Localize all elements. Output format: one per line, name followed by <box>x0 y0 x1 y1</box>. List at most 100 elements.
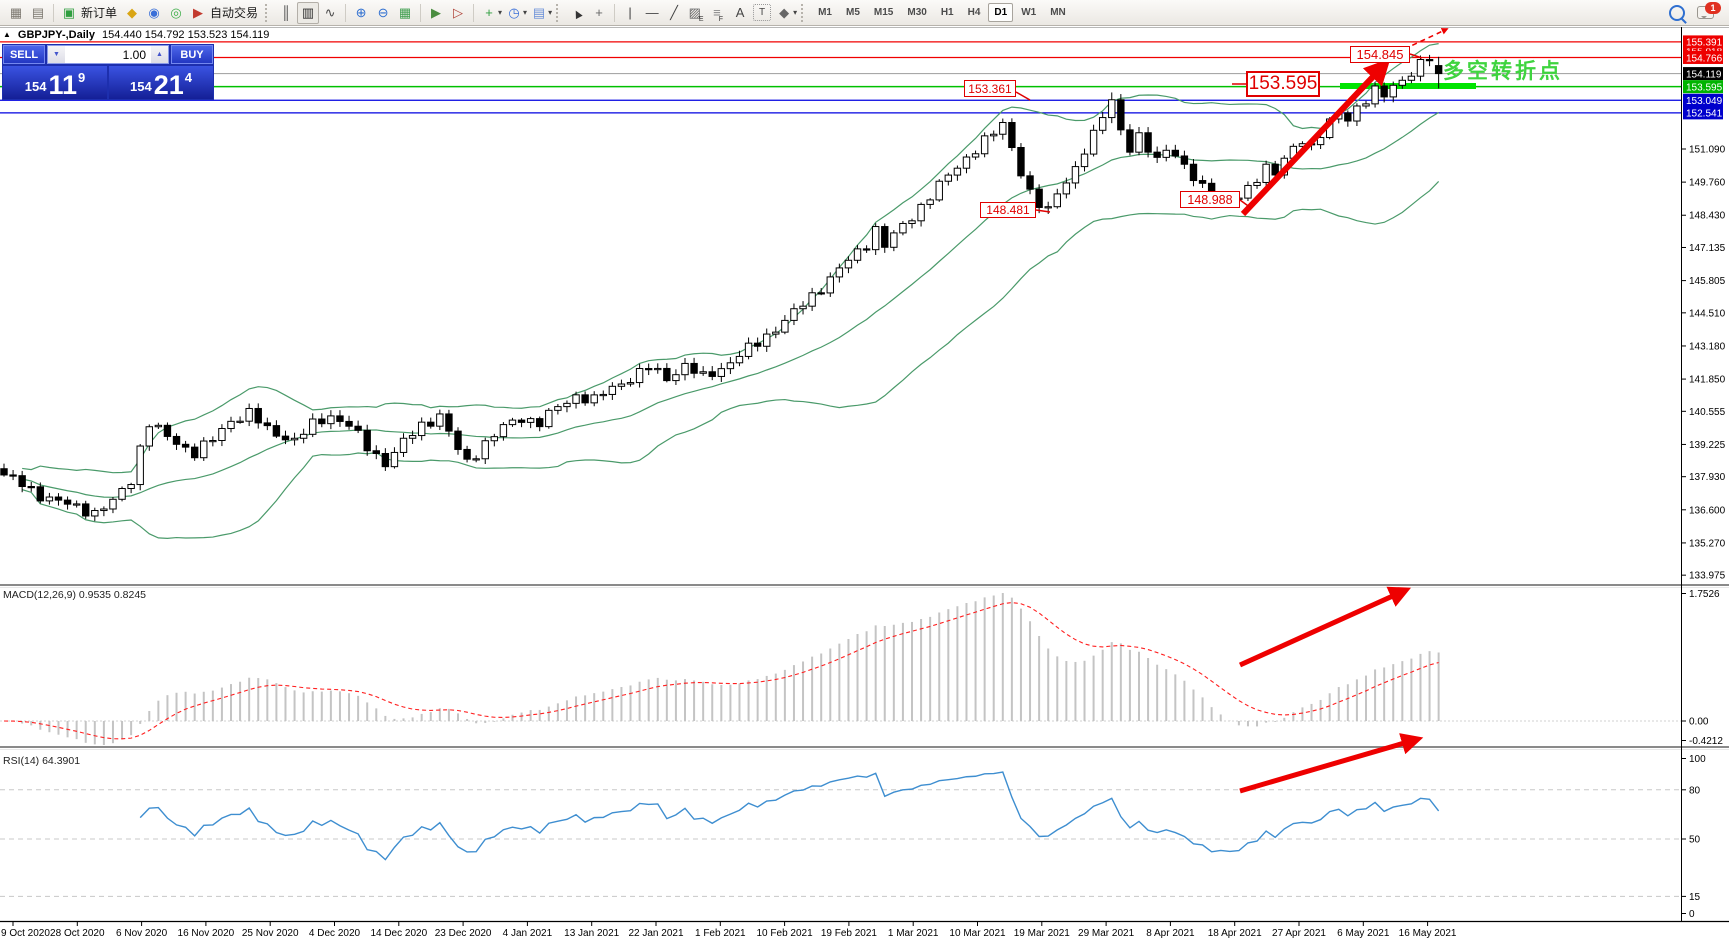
svg-text:100: 100 <box>1689 754 1706 765</box>
zoom-in-icon[interactable]: ⊕ <box>355 4 367 20</box>
toolbar-grip <box>801 3 806 22</box>
bid-prefix: 154 <box>24 79 47 94</box>
svg-text:8 Apr 2021: 8 Apr 2021 <box>1146 928 1195 939</box>
timeframe-button-m1[interactable]: M1 <box>818 7 832 18</box>
new-order-icon[interactable]: ▣ <box>62 4 76 20</box>
auto-scroll-icon[interactable]: ▶ <box>431 4 442 20</box>
chart-shift-icon[interactable]: ▷ <box>453 4 464 20</box>
timeframe-button-m30[interactable]: M30 <box>907 7 927 18</box>
svg-text:10 Feb 2021: 10 Feb 2021 <box>757 928 814 939</box>
toolbar: ▦ ▤ ▣ 新订单 ◆ ◉ ◎ ▶ 自动交易 ║ ▥ ∿ ⊕ ⊖ ▦ ▶ ▷ + ▾ ◷ ▾ ▤ ▾ ▲ + | — ╱ ▨ E ≡ F A T ◆… <box>0 0 1729 26</box>
volume-input[interactable]: 1.00 <box>122 47 146 62</box>
one-click-trading-panel: SELL ▼ 1.00 ▲ BUY 154 11 9 154 21 4 <box>2 44 214 100</box>
svg-text:151.090: 151.090 <box>1689 145 1726 156</box>
symbol-bar: ▲ GBPJPY-,Daily 154.440 154.792 153.523 … <box>3 29 269 41</box>
svg-text:6 Nov 2020: 6 Nov 2020 <box>116 928 168 939</box>
price-tag-153.361[interactable]: 153.361 <box>964 80 1016 97</box>
svg-text:23 Dec 2020: 23 Dec 2020 <box>435 928 492 939</box>
bid-price[interactable]: 154 11 9 <box>3 66 107 99</box>
indicators-icon[interactable]: + <box>485 5 493 20</box>
rsi-pane <box>0 771 1681 897</box>
timeframe-button-m15[interactable]: M15 <box>873 7 894 18</box>
svg-text:152.541: 152.541 <box>1686 109 1723 120</box>
candlestick-chart-icon[interactable]: ▥ <box>297 1 320 24</box>
dropdown-caret-icon[interactable]: ▾ <box>498 8 503 17</box>
cn-annotation-text[interactable]: 多空转折点 <box>1443 60 1563 83</box>
timeframe-button-h4[interactable]: H4 <box>967 7 981 18</box>
svg-text:153.595: 153.595 <box>1686 82 1723 93</box>
text-label-icon[interactable]: T <box>753 4 772 21</box>
signals-icon[interactable]: ◎ <box>170 4 182 20</box>
text-icon[interactable]: A <box>735 5 745 20</box>
price-tag-148.481[interactable]: 148.481 <box>980 202 1036 218</box>
toolbar-separator <box>345 3 347 22</box>
volume-spinner: ▼ 1.00 ▲ <box>47 45 169 64</box>
fibonacci-icon[interactable]: ≡ F <box>713 5 724 23</box>
svg-text:1 Feb 2021: 1 Feb 2021 <box>695 928 746 939</box>
search-icon[interactable] <box>1669 4 1685 21</box>
autotrade-icon[interactable]: ▶ <box>193 4 204 20</box>
volume-decrease-button[interactable]: ▼ <box>48 46 65 63</box>
timeframe-button-h1[interactable]: H1 <box>940 7 954 18</box>
vertical-line-icon[interactable]: | <box>628 5 632 20</box>
svg-text:-0.4212: -0.4212 <box>1689 736 1723 747</box>
tag-connectors <box>1015 53 1423 213</box>
autotrade-button-label[interactable]: 自动交易 <box>210 6 259 20</box>
timeframe-button-mn[interactable]: MN <box>1050 7 1066 18</box>
ask-big-digits: 21 <box>153 70 184 100</box>
timeframe-button-d1[interactable]: D1 <box>988 3 1014 22</box>
ask-price[interactable]: 154 21 4 <box>109 66 213 99</box>
price-tag-153.595[interactable]: 153.595 <box>1246 71 1320 97</box>
templates-icon[interactable]: ▤ <box>532 4 546 20</box>
timeframe-button-m5[interactable]: M5 <box>846 7 860 18</box>
dropdown-caret-icon[interactable]: ▾ <box>548 8 553 17</box>
arrows-tool-icon[interactable]: ◆ <box>779 4 790 20</box>
price-tag-148.988[interactable]: 148.988 <box>1180 191 1240 208</box>
svg-text:6 May 2021: 6 May 2021 <box>1337 928 1390 939</box>
buy-button[interactable]: BUY <box>171 45 213 64</box>
svg-text:145.805: 145.805 <box>1689 276 1726 287</box>
level-lines[interactable] <box>0 41 1681 114</box>
svg-text:19 Feb 2021: 19 Feb 2021 <box>821 928 878 939</box>
green-highlight-bar[interactable] <box>1340 83 1476 89</box>
bar-chart-icon[interactable]: ║ <box>281 5 291 20</box>
svg-text:16 Nov 2020: 16 Nov 2020 <box>178 928 235 939</box>
symbol-title: GBPJPY-,Daily <box>17 29 95 41</box>
chart-window-icon[interactable]: ▦ <box>9 4 23 20</box>
data-window-icon[interactable]: ▤ <box>31 4 45 20</box>
date-axis[interactable]: 9 Oct 2020 28 Oct 2020 6 Nov 2020 16 Nov 20… <box>0 920 1729 940</box>
svg-text:149.760: 149.760 <box>1689 178 1726 189</box>
new-order-button-label[interactable]: 新订单 <box>81 6 118 20</box>
periods-icon[interactable]: ◷ <box>508 4 520 20</box>
zoom-out-icon[interactable]: ⊖ <box>377 4 389 20</box>
community-icon[interactable]: ◉ <box>148 4 160 20</box>
market-watch-icon[interactable]: ◆ <box>127 4 138 20</box>
trendline-icon[interactable]: ╱ <box>670 4 678 20</box>
ohlc-toggle-icon[interactable]: ▲ <box>3 30 11 39</box>
ask-pipette: 4 <box>184 70 192 85</box>
rsi-scale[interactable]: 100 80 50 15 0 <box>1681 754 1707 920</box>
crosshair-icon[interactable]: + <box>595 5 603 20</box>
sell-button[interactable]: SELL <box>3 45 45 64</box>
tile-windows-icon[interactable]: ▦ <box>398 4 412 20</box>
svg-text:28 Oct 2020: 28 Oct 2020 <box>50 928 105 939</box>
price-tag-154.845[interactable]: 154.845 <box>1350 46 1410 63</box>
price-scale[interactable]: 151.090 149.760 148.430 147.135 145.805 144.5… <box>1681 27 1726 921</box>
horizontal-line-icon[interactable]: — <box>645 5 659 20</box>
macd-scale[interactable]: 1.7526 0.00 -0.4212 <box>1681 589 1724 747</box>
toolbar-separator <box>614 3 616 22</box>
toolbar-separator <box>473 3 475 22</box>
svg-text:1.7526: 1.7526 <box>1689 589 1720 600</box>
dropdown-caret-icon[interactable]: ▾ <box>793 8 798 17</box>
toolbar-separator <box>420 3 422 22</box>
line-chart-icon[interactable]: ∿ <box>324 4 336 20</box>
equidistant-channel-icon[interactable]: ▨ E <box>688 4 704 23</box>
pane-separators[interactable] <box>0 584 1729 750</box>
dropdown-caret-icon[interactable]: ▾ <box>523 8 528 17</box>
volume-increase-button[interactable]: ▲ <box>151 46 168 63</box>
svg-text:4 Dec 2020: 4 Dec 2020 <box>309 928 361 939</box>
trend-arrows[interactable] <box>1238 28 1449 794</box>
chat-icon[interactable]: 1 <box>1697 2 1721 19</box>
timeframe-button-w1[interactable]: W1 <box>1021 7 1037 18</box>
